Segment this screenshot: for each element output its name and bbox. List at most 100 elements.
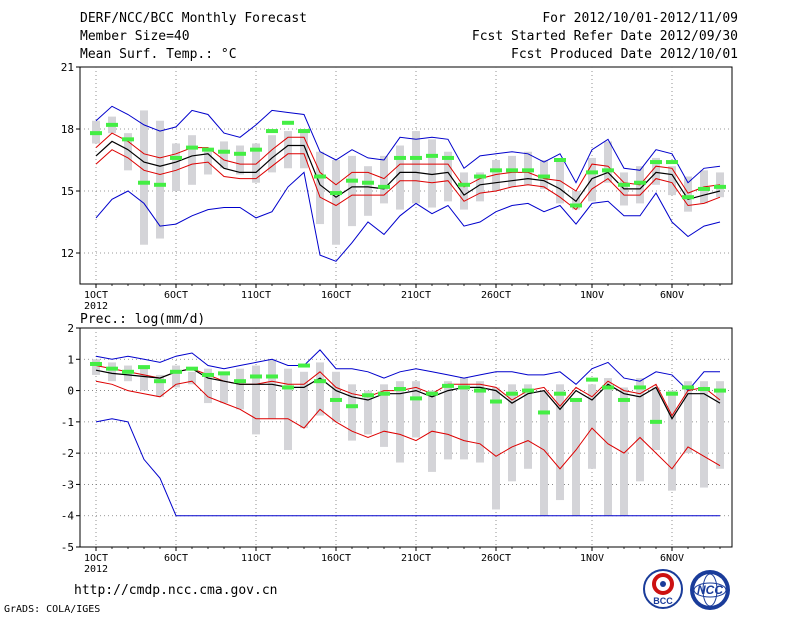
prec-ytick-label: -5 (61, 541, 74, 554)
temp-marker (554, 158, 566, 162)
temp-marker (410, 155, 422, 160)
temp-spread-bar (460, 172, 468, 210)
prec-marker (650, 419, 662, 424)
temp-ytick-label: 15 (61, 185, 74, 198)
prec-spread-bar (188, 371, 196, 385)
prec-marker (250, 374, 262, 379)
temp-spread-bar (412, 131, 420, 204)
temp-marker (154, 182, 166, 187)
temp-spread-bar (268, 135, 276, 173)
temp-marker (218, 149, 230, 154)
temp-plot-frame (79, 66, 733, 285)
prec-marker (474, 388, 486, 393)
temp-line-mean-sd (95, 132, 721, 194)
prec-spread-bar (636, 378, 644, 482)
prec-marker (330, 397, 342, 402)
chart-title: DERF/NCC/BCC Monthly Forecast (80, 11, 307, 26)
temp-marker (522, 168, 534, 173)
prec-marker (522, 388, 534, 393)
temp-marker (186, 145, 198, 150)
prec-xtick-label: 26OCT (481, 553, 511, 564)
temp-line-ensemble-min (95, 171, 721, 262)
temp-marker (442, 155, 454, 160)
temp-spread-bar (652, 157, 660, 185)
forecast-produced-label: Fcst Produced Date 2012/10/01 (511, 47, 738, 62)
prec-marker (298, 363, 310, 368)
prec-spread-bar (284, 368, 292, 451)
prec-marker (282, 385, 294, 390)
temp-spread-bar (444, 151, 452, 202)
temp-spread-bar (332, 160, 340, 245)
temp-marker (138, 180, 150, 185)
prec-spread-bar (716, 381, 724, 469)
prec-xtick-label: 16OCT (321, 553, 351, 564)
prec-spread-bar (460, 378, 468, 460)
temp-marker (282, 120, 294, 125)
temp-marker (650, 160, 662, 165)
temp-ytick-label: 12 (61, 247, 74, 260)
prec-spread-bar (476, 381, 484, 463)
prec-spread-bar (524, 384, 532, 469)
temp-spread-bar (236, 145, 244, 175)
prec-marker (618, 397, 630, 402)
prec-marker (426, 391, 438, 396)
temp-spread-bar (284, 131, 292, 169)
forecast-start-label: Fcst Started Refer Date 2012/09/30 (471, 29, 738, 44)
prec-marker (202, 372, 214, 377)
prec-spread-bar (380, 384, 388, 447)
prec-spread-bar (620, 387, 628, 516)
prec-line-ensemble-max (95, 349, 720, 392)
temp-spread-bar (124, 133, 132, 171)
bcc-logo: BCC (643, 569, 683, 609)
prec-marker (634, 385, 646, 390)
prec-spread-bar (652, 387, 660, 451)
temp-marker (634, 180, 646, 185)
temp-line-ensemble-mean (95, 140, 721, 203)
prec-marker (458, 385, 470, 390)
temp-spread-bar (604, 141, 612, 183)
temp-spread-bar (428, 139, 436, 208)
temp-marker (362, 180, 374, 185)
prec-line-mean-sd (95, 380, 721, 470)
temp-marker (122, 137, 134, 142)
prec-spread-bar (236, 368, 244, 410)
temp-marker (250, 147, 262, 152)
temp-spread-bar (668, 166, 676, 196)
prec-marker (602, 385, 614, 390)
temp-marker (266, 129, 278, 134)
prec-marker (378, 391, 390, 396)
prec-line-mean-sd (95, 365, 721, 417)
temp-marker (682, 195, 694, 200)
software-credit: GrADS: COLA/IGES (4, 604, 101, 615)
temp-spread-bar (716, 172, 724, 198)
temp-marker (426, 153, 438, 158)
prec-year-label: 2012 (84, 564, 108, 575)
prec-spread-bar (556, 384, 564, 501)
temp-spread-bar (380, 155, 388, 204)
temp-spread-bar (556, 160, 564, 204)
prec-ytick-label: -2 (61, 447, 74, 460)
prec-ytick-label: -3 (61, 478, 74, 491)
prec-xtick-label: 1OCT (84, 553, 108, 564)
prec-spread-bar (92, 359, 100, 375)
prec-marker (90, 361, 102, 366)
temp-line-mean-sd (95, 149, 721, 211)
prec-line-ensemble-mean (95, 368, 721, 420)
temp-spread-bar (540, 160, 548, 189)
temp-marker (490, 168, 502, 173)
prec-spread-bar (332, 371, 340, 422)
temp-marker (378, 184, 390, 189)
prec-marker (554, 391, 566, 396)
temp-marker (506, 168, 518, 173)
forecast-period-label: For 2012/10/01-2012/11/09 (542, 11, 738, 26)
prec-marker (122, 369, 134, 374)
temp-xtick-label: 16OCT (321, 290, 351, 301)
temp-spread-bar (684, 176, 692, 212)
prec-marker (186, 366, 198, 371)
prec-ytick-label: 0 (67, 385, 74, 398)
prec-spread-bar (604, 378, 612, 516)
prec-spread-bar (700, 381, 708, 488)
temp-year-label: 2012 (84, 301, 108, 312)
